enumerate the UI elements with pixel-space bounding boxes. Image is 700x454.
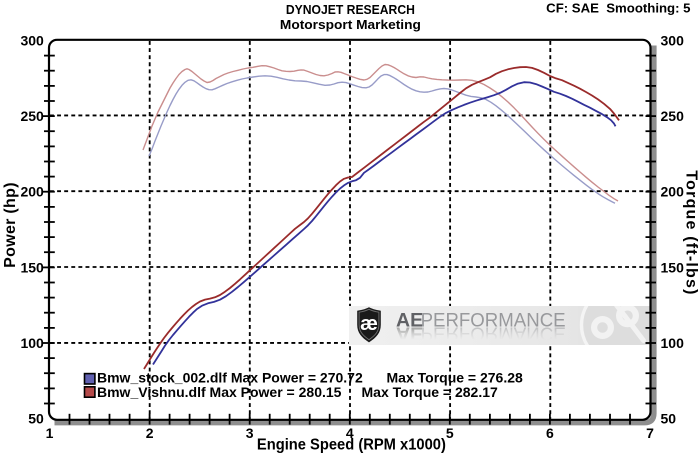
svg-text:3: 3 <box>246 425 254 441</box>
svg-text:5: 5 <box>446 425 454 441</box>
svg-text:200: 200 <box>661 184 685 200</box>
svg-text:AE: AE <box>396 323 423 345</box>
svg-text:Power (hp): Power (hp) <box>2 182 19 268</box>
svg-text:6: 6 <box>546 425 554 441</box>
svg-text:Bmw_Vishnu.dlf Max Power = 280: Bmw_Vishnu.dlf Max Power = 280.15 <box>97 384 342 400</box>
svg-text:150: 150 <box>20 259 44 275</box>
svg-text:4: 4 <box>346 425 354 441</box>
svg-text:300: 300 <box>661 33 685 49</box>
svg-text:æ: æ <box>360 313 378 335</box>
svg-text:300: 300 <box>20 33 44 49</box>
svg-text:CF: SAE Smoothing: 5: CF: SAE Smoothing: 5 <box>546 1 690 16</box>
svg-text:Max Torque = 282.17: Max Torque = 282.17 <box>362 384 499 400</box>
svg-text:DYNOJET RESEARCH: DYNOJET RESEARCH <box>286 2 415 17</box>
svg-text:250: 250 <box>20 108 44 124</box>
svg-text:2: 2 <box>146 425 154 441</box>
svg-text:1: 1 <box>46 425 54 441</box>
svg-text:Torque (ft-lbs): Torque (ft-lbs) <box>683 170 700 295</box>
svg-text:150: 150 <box>661 259 685 275</box>
svg-text:Engine Speed (RPM x1000): Engine Speed (RPM x1000) <box>257 437 446 454</box>
svg-text:250: 250 <box>661 108 685 124</box>
svg-text:7: 7 <box>646 425 654 441</box>
svg-text:100: 100 <box>661 335 685 351</box>
svg-text:Bmw_stock_002.dlf Max Power =: Bmw_stock_002.dlf Max Power = 270.72 <box>97 370 363 386</box>
svg-text:PERFORMANCE: PERFORMANCE <box>421 323 566 345</box>
svg-text:100: 100 <box>20 335 44 351</box>
svg-text:AE: AE <box>396 310 423 332</box>
svg-text:200: 200 <box>20 184 44 200</box>
svg-text:Motorsport Marketing: Motorsport Marketing <box>280 17 421 32</box>
svg-text:PERFORMANCE: PERFORMANCE <box>421 310 566 332</box>
svg-text:50: 50 <box>28 411 44 427</box>
svg-text:50: 50 <box>661 411 677 427</box>
svg-text:Max Torque = 276.28: Max Torque = 276.28 <box>387 370 524 386</box>
